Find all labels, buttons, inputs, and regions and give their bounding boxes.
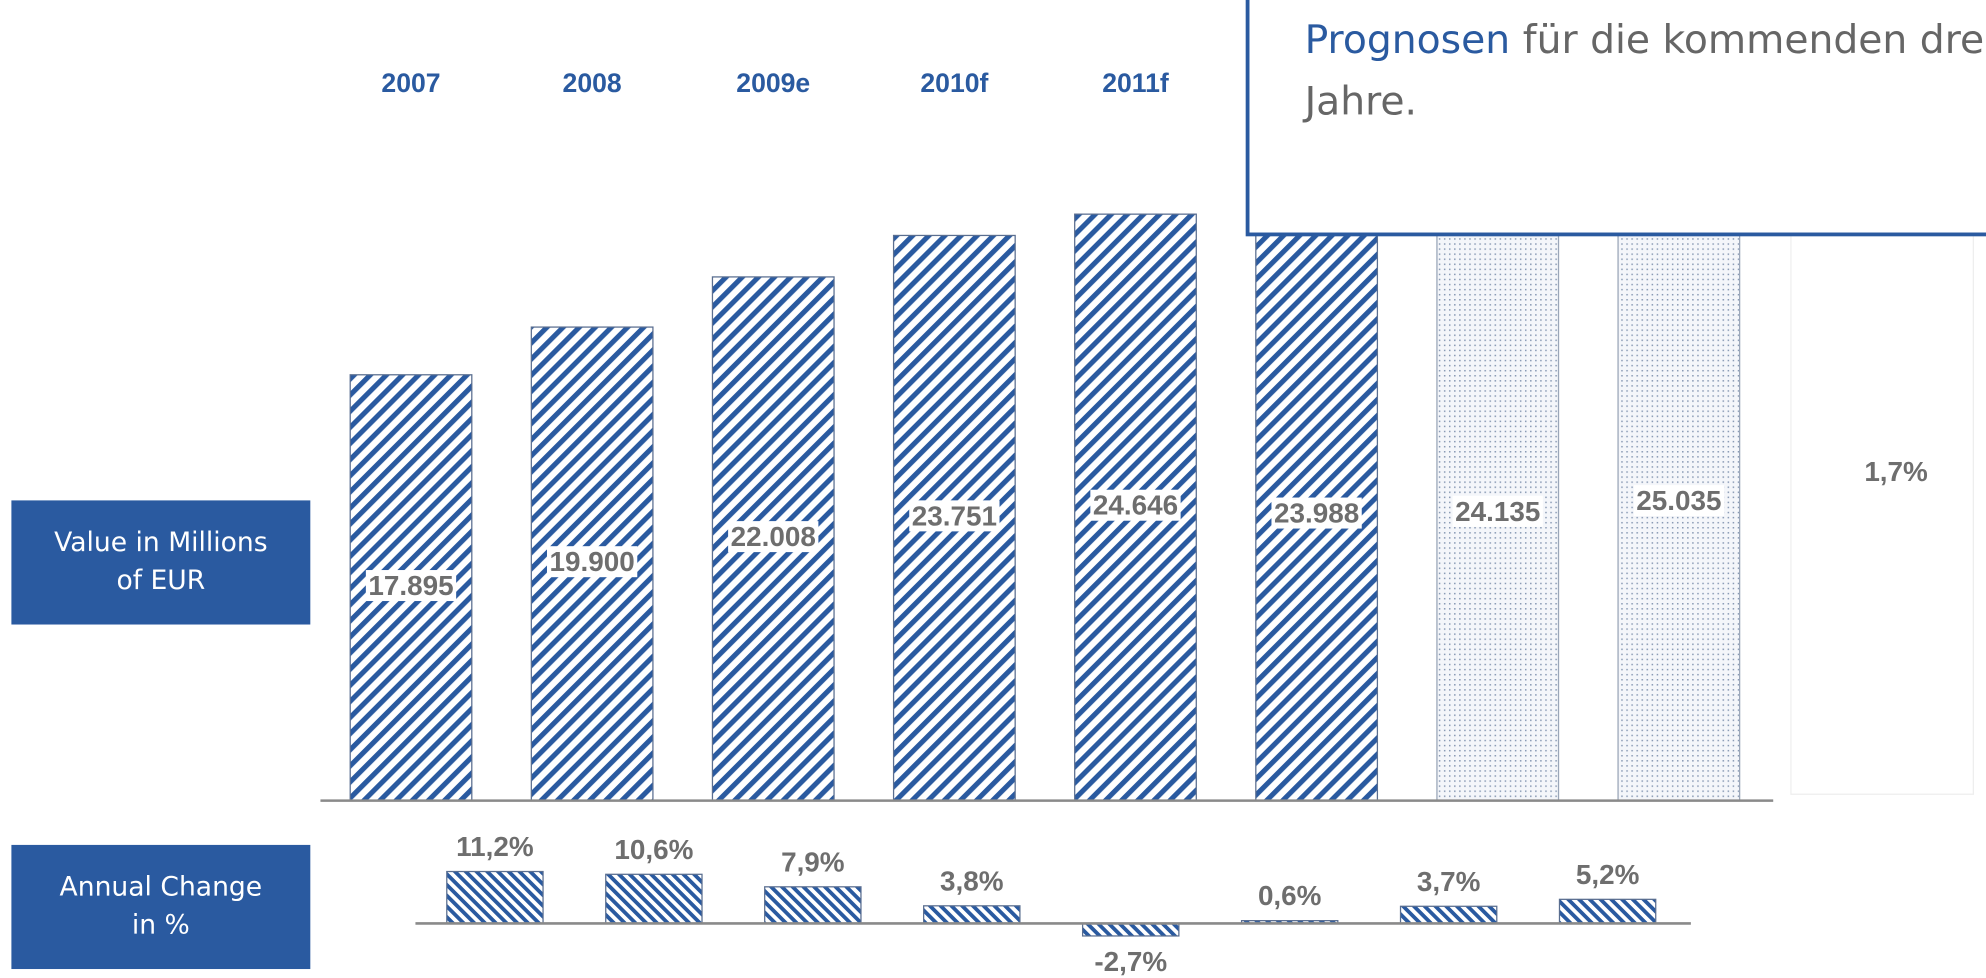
data-label: 3,7% <box>1417 866 1481 897</box>
y-axis-label: Annual Change <box>60 871 263 902</box>
data-label-bg <box>1633 485 1724 517</box>
annotation: 1,7% <box>1864 456 1928 487</box>
axis-label-box <box>11 844 311 970</box>
data-label: 24.135 <box>1455 496 1540 527</box>
data-label: 10,6% <box>614 834 693 865</box>
data-label: 24.646 <box>1093 490 1178 521</box>
bar <box>764 886 862 925</box>
callout-box <box>1245 0 1986 237</box>
bar <box>1399 905 1498 925</box>
x-tick-label: 2007 <box>381 68 440 98</box>
callout-line: für die kommenden drei <box>1523 17 1986 62</box>
data-label: 19.900 <box>550 546 635 577</box>
callout-text: Prognosen für die kommenden drei <box>1305 17 1986 62</box>
data-label: 11,2% <box>456 831 534 862</box>
data-label: 23.988 <box>1274 498 1359 529</box>
data-label-bg <box>1271 497 1362 529</box>
data-label-bg <box>365 570 457 602</box>
bar <box>446 870 544 925</box>
x-tick-label: 2008 <box>563 68 622 98</box>
annotation-box <box>1790 189 1974 795</box>
data-label: -2,7% <box>1094 946 1167 977</box>
callout-line: Jahre. <box>1302 79 1417 124</box>
data-label-bg <box>1090 489 1181 521</box>
plot-layer: Value in Millions of EUR Annual Change in %… <box>11 0 1986 977</box>
callout-highlight: Prognosen <box>1305 17 1511 62</box>
data-label: 22.008 <box>731 521 816 552</box>
data-label: 3,8% <box>940 865 1004 896</box>
bar <box>923 905 1021 925</box>
x-tick-label: 2011f <box>1102 68 1169 98</box>
bar <box>605 873 703 925</box>
bar <box>1558 898 1657 925</box>
data-label-bg <box>1452 495 1543 527</box>
data-label: 23.751 <box>912 500 997 531</box>
data-label: 17.895 <box>368 570 453 601</box>
data-label: 0,6% <box>1258 880 1322 911</box>
x-tick-label: 2009e <box>736 68 810 98</box>
data-label-bg <box>909 500 1000 532</box>
y-axis-label: of EUR <box>116 565 205 596</box>
data-label-bg <box>728 521 819 553</box>
y-axis-label: Value in Millions <box>54 527 268 558</box>
data-label: 7,9% <box>781 846 845 877</box>
data-label: 25.035 <box>1636 485 1721 516</box>
axis-label-box <box>11 500 311 625</box>
data-label: 5,2% <box>1576 859 1640 890</box>
data-label-bg <box>546 546 638 578</box>
x-tick-label: 2010f <box>920 68 988 98</box>
y-axis-label: in % <box>132 909 190 940</box>
bar <box>1081 922 1180 937</box>
